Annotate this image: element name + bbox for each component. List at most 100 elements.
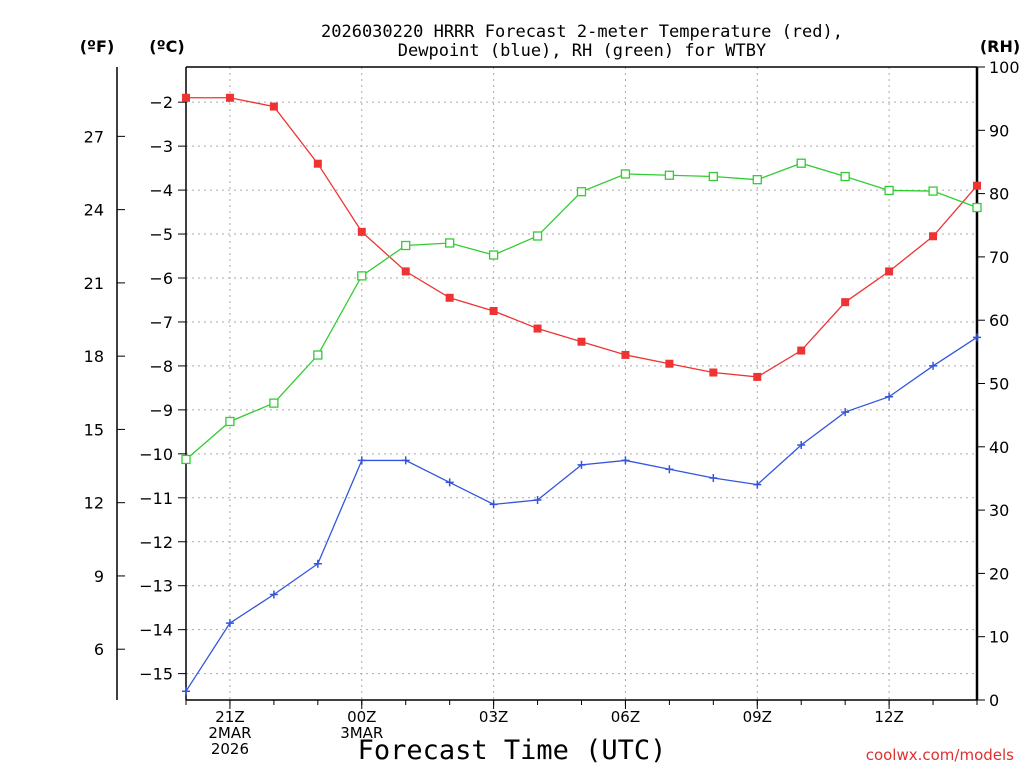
humidity-line: [185, 162, 978, 460]
fahrenheit-tick-label: 15: [84, 420, 104, 439]
x-tick-label: 00Z: [347, 708, 376, 726]
dewpoint-point: [357, 456, 366, 465]
temperature-point: [182, 93, 190, 102]
humidity-point: [752, 175, 762, 185]
x-tick-label: 21Z: [215, 708, 244, 726]
dewpoint-point: [753, 480, 762, 489]
celsius-tick-label: −15: [139, 665, 173, 684]
humidity-point: [840, 171, 850, 182]
temperature-point: [709, 368, 718, 377]
rh-tick-label: 30: [989, 501, 1009, 520]
temperature-point: [665, 359, 674, 368]
temperature-point: [841, 298, 850, 307]
temperature-point: [225, 93, 234, 102]
temperature-point: [621, 350, 630, 359]
dewpoint-line: [185, 336, 978, 692]
celsius-tick-label: −8: [149, 357, 173, 376]
celsius-tick-label: −7: [149, 313, 173, 332]
x-tick-label: 12Z: [874, 708, 903, 726]
fahrenheit-tick-label: 6: [94, 640, 104, 659]
dewpoint-point: [313, 559, 322, 568]
temperature-line: [186, 97, 978, 378]
x-tick-label: 03Z: [479, 708, 508, 726]
x-tick-label: 2026: [211, 740, 249, 758]
fahrenheit-tick-label: 18: [84, 347, 104, 366]
dewpoint-point: [533, 495, 542, 504]
celsius-tick-label: −9: [149, 401, 173, 420]
rh-tick-label: 40: [989, 438, 1009, 457]
dewpoint-point: [577, 460, 586, 469]
temperature-point: [797, 346, 806, 355]
fahrenheit-tick-label: 9: [94, 567, 104, 586]
celsius-tick-label: −5: [149, 225, 173, 244]
temperature-point: [577, 337, 586, 346]
dewpoint-point: [929, 361, 938, 370]
dewpoint-point: [621, 456, 630, 465]
temperature-point: [533, 324, 542, 333]
dewpoint-point: [182, 687, 190, 696]
rh-axis-unit-label: (RH): [980, 37, 1020, 56]
humidity-point: [796, 158, 806, 168]
temperature-point: [445, 293, 454, 302]
rh-tick-label: 60: [989, 311, 1009, 330]
rh-tick-label: 80: [989, 185, 1009, 204]
dewpoint-point: [401, 456, 410, 465]
fahrenheit-tick-label: 27: [84, 127, 104, 146]
dewpoint-point: [973, 333, 981, 342]
celsius-tick-label: −12: [139, 533, 173, 552]
x-tick-label: 06Z: [611, 708, 640, 726]
celsius-tick-label: −10: [139, 445, 173, 464]
humidity-point: [488, 250, 499, 260]
temperature-point: [269, 102, 278, 111]
rh-tick-label: 90: [989, 121, 1009, 140]
temperature-point: [313, 159, 322, 168]
celsius-tick-label: −6: [149, 269, 173, 288]
humidity-point: [664, 170, 675, 180]
dewpoint-series: [182, 333, 981, 696]
dewpoint-point: [225, 619, 234, 628]
dewpoint-point: [885, 392, 894, 401]
fahrenheit-tick-label: 21: [84, 274, 104, 293]
humidity-point: [313, 350, 323, 360]
humidity-point: [620, 169, 631, 179]
humidity-point: [225, 416, 235, 427]
humidity-point: [532, 231, 543, 241]
humidity-point: [357, 271, 367, 281]
dewpoint-point: [797, 441, 806, 450]
celsius-tick-label: −4: [149, 181, 173, 200]
rh-tick-label: 10: [989, 628, 1009, 647]
fahrenheit-axis-unit-label: (ºF): [80, 37, 115, 56]
temperature-point: [973, 181, 981, 190]
temperature-point: [401, 267, 410, 276]
celsius-tick-label: −13: [139, 577, 173, 596]
dewpoint-point: [489, 500, 498, 509]
humidity-series: [181, 158, 982, 465]
dewpoint-point: [269, 590, 278, 599]
fahrenheit-tick-label: 12: [84, 494, 104, 513]
humidity-point: [576, 187, 587, 197]
celsius-tick-label: −2: [149, 93, 173, 112]
temperature-series: [182, 93, 981, 381]
humidity-point: [884, 185, 894, 196]
fahrenheit-tick-label: 24: [84, 201, 104, 220]
dewpoint-point: [665, 465, 674, 474]
celsius-tick-label: −11: [139, 489, 173, 508]
humidity-point: [972, 202, 982, 213]
rh-tick-label: 70: [989, 248, 1009, 267]
humidity-point: [269, 398, 279, 408]
temperature-point: [929, 232, 938, 241]
temperature-point: [489, 306, 498, 315]
x-tick-label: 2MAR: [208, 724, 251, 742]
grid-lines: [186, 67, 977, 700]
humidity-point: [445, 238, 455, 248]
temperature-point: [885, 267, 894, 276]
chart-title-line-2: Dewpoint (blue), RH (green) for WTBY: [398, 41, 766, 61]
humidity-point: [928, 186, 938, 196]
rh-tick-label: 0: [989, 691, 999, 710]
x-axis-title: Forecast Time (UTC): [358, 735, 667, 766]
watermark: coolwx.com/models: [866, 746, 1014, 764]
temperature-point: [357, 227, 366, 236]
humidity-point: [401, 240, 411, 251]
